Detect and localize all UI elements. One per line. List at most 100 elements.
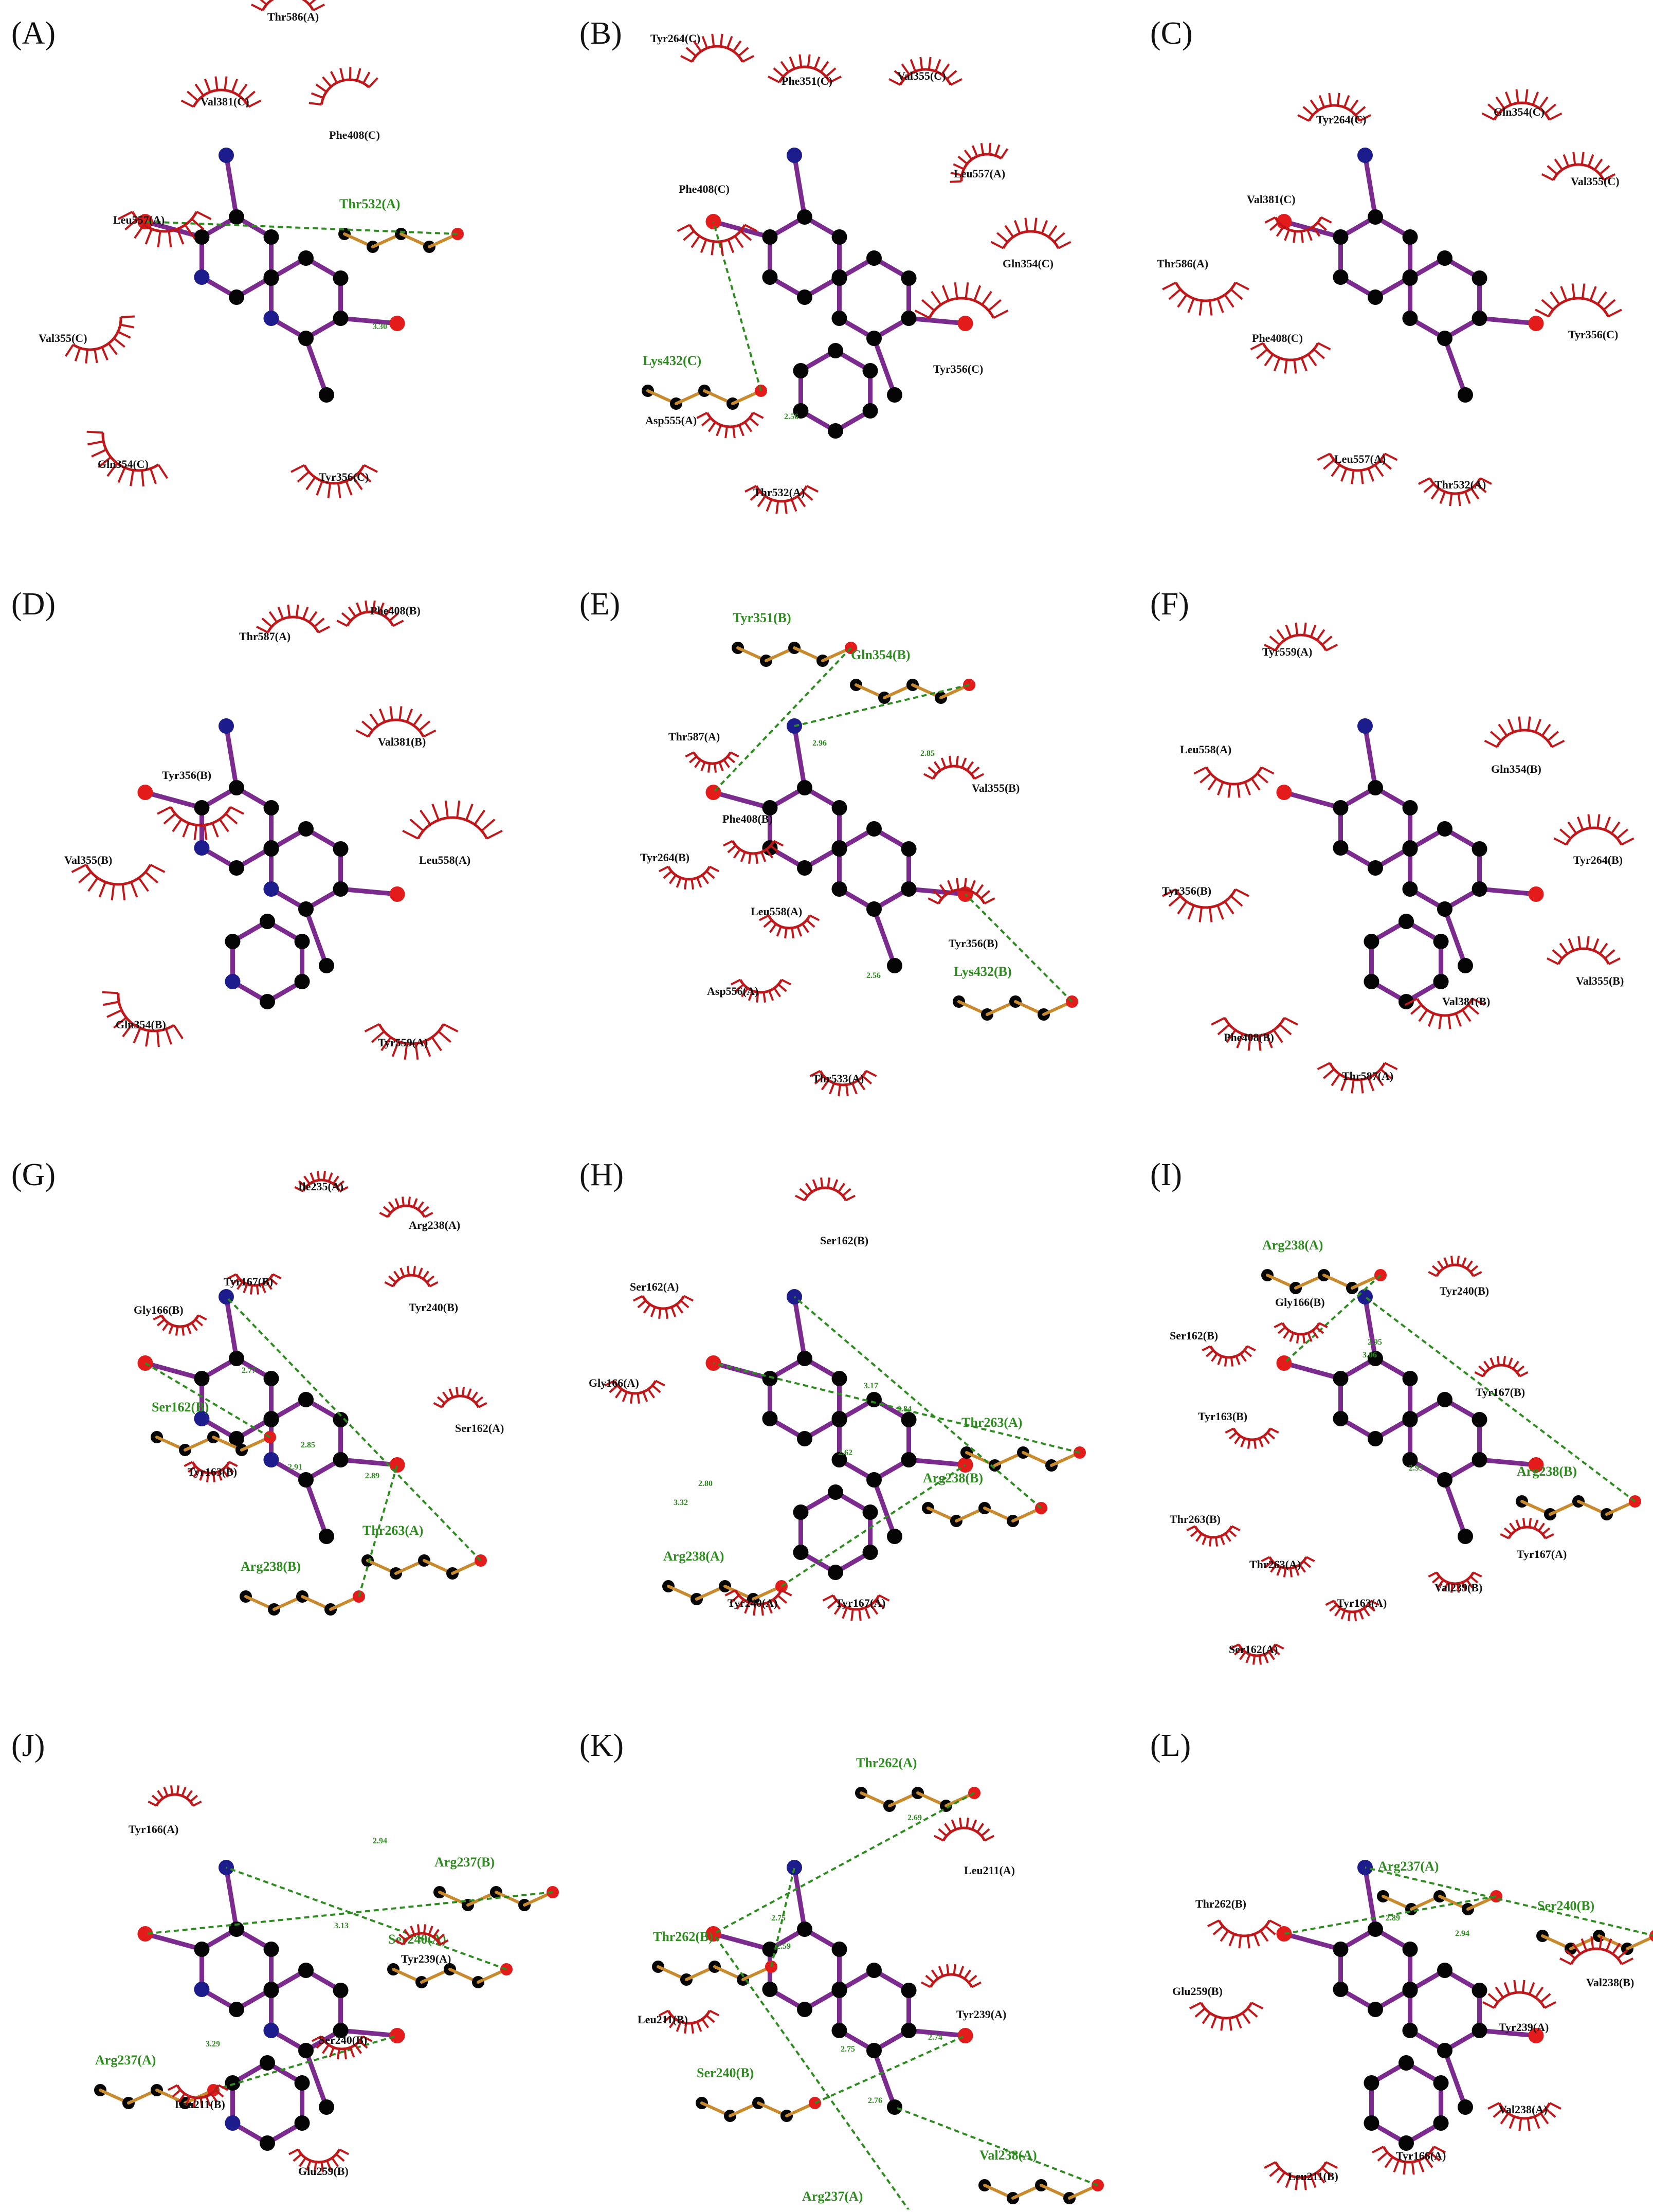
ligand-atom <box>1333 269 1349 285</box>
hydrophobic-contact-icon <box>950 142 1009 183</box>
panel-i: (I) Arg238(A) Arg238(B) 3.06 2.95 2.95 Tyr240(… <box>1150 1157 1641 1665</box>
ligand-atom <box>333 1412 349 1427</box>
hydrophobic-residue-label: Gly166(B) <box>134 1303 184 1316</box>
hbond-residue-label: Val238(A) <box>979 2148 1037 2163</box>
hydrophobic-residue-label: Val381(C) <box>201 95 249 108</box>
hbond-distance: 2.84 <box>897 1405 912 1413</box>
ligand-atom <box>333 270 349 286</box>
ligand-atom <box>831 2023 847 2038</box>
hydrophobic-contact-icon <box>1372 2146 1446 2175</box>
ligand-atom <box>1472 2023 1487 2038</box>
ligand-atom <box>263 1412 279 1427</box>
ligand-atom <box>866 901 882 917</box>
panel-letter: (E) <box>579 587 620 622</box>
ligand-atom <box>263 841 279 857</box>
ligand-atom <box>1368 289 1383 305</box>
ligand-atom <box>294 934 310 949</box>
ligand-atom <box>1364 974 1379 989</box>
ligand-atom <box>866 2043 882 2058</box>
ligand-atom <box>831 881 847 897</box>
hbond-distance: 2.75 <box>771 1914 786 1923</box>
ligand-atom <box>797 780 812 795</box>
ligand-atom <box>225 2075 241 2091</box>
hydrophobic-contact-icon <box>180 76 262 108</box>
ligand-atom <box>793 1504 809 1520</box>
hydrophobic-residue-label: Val355(B) <box>1576 974 1624 987</box>
ligand-atom <box>333 1983 349 1998</box>
ligand-atom <box>1398 2135 1414 2151</box>
hydrophobic-contact-icon <box>677 224 758 256</box>
hbond-residue-label: Ser240(B) <box>697 2065 754 2080</box>
hydrophobic-contact-icon <box>256 604 330 633</box>
ligand-atom <box>1364 2115 1379 2131</box>
panel-c: (C) Tyr264(C) Gln354(C) Val381(C) Val355(C) T… <box>1150 16 1622 506</box>
hydrophobic-residue-label: Phe408(B) <box>1224 1031 1274 1044</box>
hydrophobic-contact-icon <box>227 1273 282 1295</box>
hbond-distance: 3.06 <box>1363 1351 1377 1359</box>
hydrophobic-contact-icon <box>1186 1525 1241 1547</box>
hydrophobic-residue-label: Tyr356(C) <box>319 470 369 483</box>
hydrophobic-contact-icon <box>1481 89 1563 121</box>
ligand-atom <box>260 914 275 929</box>
hydrophobic-contact-icon <box>1230 1643 1284 1665</box>
hbond-line <box>144 1362 271 1438</box>
ligand-atom <box>901 1452 917 1467</box>
hydrophobic-contact-icon <box>1404 998 1485 1029</box>
hydrophobic-contact-icon <box>71 863 166 900</box>
hbond-line <box>794 684 970 727</box>
hydrophobic-contact-icon <box>990 217 1071 249</box>
hydrophobic-residue-label: Glu259(B) <box>1172 1985 1223 1998</box>
ligand-atom <box>229 780 244 795</box>
hydrophobic-contact-icon <box>1162 281 1249 316</box>
hbond-residue-label: Arg238(A) <box>1262 1238 1323 1253</box>
hydrophobic-residue-label: Leu211(B) <box>1288 2170 1338 2183</box>
hydrophobic-residue-label: Tyr264(C) <box>650 32 700 45</box>
hydrophobic-residue-label: Tyr239(A) <box>401 1952 451 1965</box>
hbond-distance: 3.17 <box>864 1382 878 1390</box>
hbond-residue-label: Thr532(A) <box>339 196 400 211</box>
ligand-atom <box>229 1921 244 1937</box>
ligand-atom <box>194 1411 210 1426</box>
hydrophobic-residue-label: Thr587(A) <box>668 730 720 743</box>
ligand-atom <box>901 2023 917 2038</box>
hydrophobic-residue-label: Tyr167(A) <box>1517 1548 1567 1561</box>
ligand-atom <box>1458 958 1473 973</box>
hydrophobic-contact-icon <box>1264 216 1332 243</box>
ligand-atom <box>1402 270 1418 286</box>
ligand-atom <box>229 1351 244 1366</box>
hydrophobic-residue-label: Tyr356(B) <box>162 769 211 782</box>
hydrophobic-contact-icon <box>1274 1322 1328 1344</box>
hydrophobic-contact-icon <box>1474 1356 1529 1377</box>
panel-letter: (C) <box>1150 16 1193 51</box>
hydrophobic-contact-icon <box>355 706 437 738</box>
ligand-atom <box>333 841 349 857</box>
hydrophobic-residue-label: Tyr356(C) <box>1568 328 1618 341</box>
hydrophobic-residue-label: Tyr356(C) <box>933 362 983 375</box>
ligand-atom <box>298 901 314 917</box>
hydrophobic-contact-icon <box>1317 1062 1398 1094</box>
ligand-atom <box>137 1355 153 1371</box>
hbond-residue-label: Arg238(B) <box>1517 1464 1577 1479</box>
ligand-atom <box>797 209 812 225</box>
hbond-distance: 3.32 <box>674 1498 688 1507</box>
ligand-atom <box>1364 2075 1379 2091</box>
ligand-atom <box>1402 1942 1418 1957</box>
ligand-atom <box>389 2028 405 2043</box>
hbond-distance: 2.94 <box>1455 1929 1469 1938</box>
hbond-distance: 2.59 <box>776 1942 791 1951</box>
hydrophobic-contact-icon <box>758 914 820 939</box>
ligand-atom <box>229 289 244 305</box>
hydrophobic-residue-label: Tyr240(B) <box>409 1301 458 1314</box>
ligand-atom <box>1437 331 1452 346</box>
ligand-atom <box>901 270 917 286</box>
hydrophobic-residue-label: Gln354(B) <box>116 1018 166 1031</box>
hydrophobic-residue-label: Leu557(A) <box>113 213 165 226</box>
ligand-atom <box>793 403 809 419</box>
hydrophobic-contact-icon <box>1487 2102 1561 2131</box>
ligand-atom <box>901 1983 917 1998</box>
hbond-distance: 2.75 <box>841 2045 855 2054</box>
hydrophobic-contact-icon <box>888 57 962 86</box>
hbond-line <box>713 1792 975 1935</box>
ligand-atom <box>263 1942 279 1957</box>
hydrophobic-residue-label: Val381(B) <box>1442 995 1490 1008</box>
